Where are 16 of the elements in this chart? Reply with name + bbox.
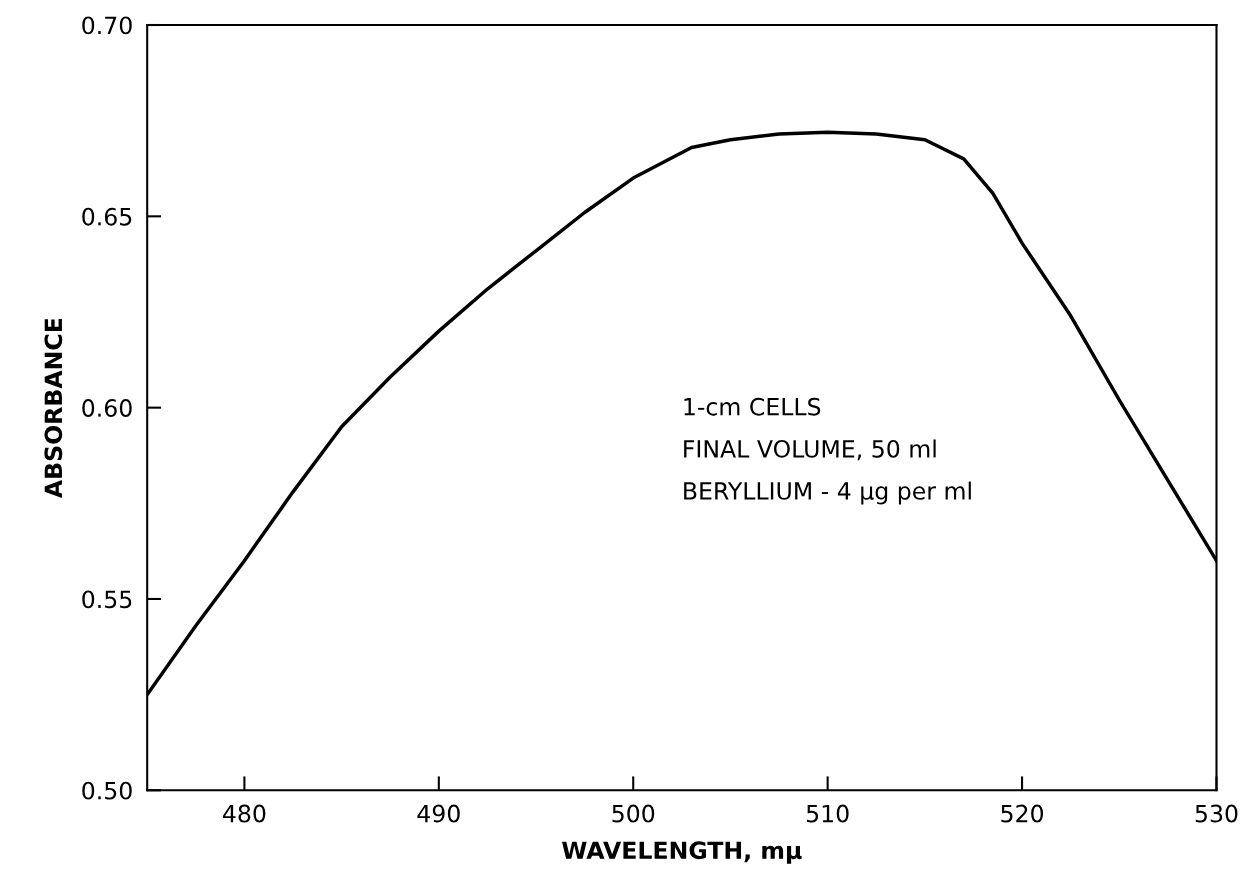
y-axis-title: ABSORBANCE: [44, 318, 63, 499]
x-tick-label: 500: [612, 804, 655, 823]
y-tick-label: 0.65: [82, 207, 132, 226]
y-tick-label: 0.60: [82, 399, 132, 417]
x-tick-label: 530: [1195, 804, 1238, 823]
x-tick-label: 480: [223, 804, 266, 823]
y-tick-label: 0.50: [82, 781, 132, 800]
y-tick-label: 0.70: [82, 16, 132, 35]
x-tick-label: 520: [1001, 804, 1044, 823]
x-axis-title: WAVELENGTH, mμ: [562, 841, 802, 864]
annotation: 1-cm CELLS: [684, 397, 821, 416]
annotation: FINAL VOLUME, 50 ml: [684, 439, 936, 461]
x-tick-label: 510: [806, 804, 849, 823]
annotation: BERYLLIUM - 4 μg per ml: [684, 481, 971, 505]
x-tick-label: 490: [417, 804, 460, 823]
y-tick-label: 0.55: [82, 590, 132, 609]
